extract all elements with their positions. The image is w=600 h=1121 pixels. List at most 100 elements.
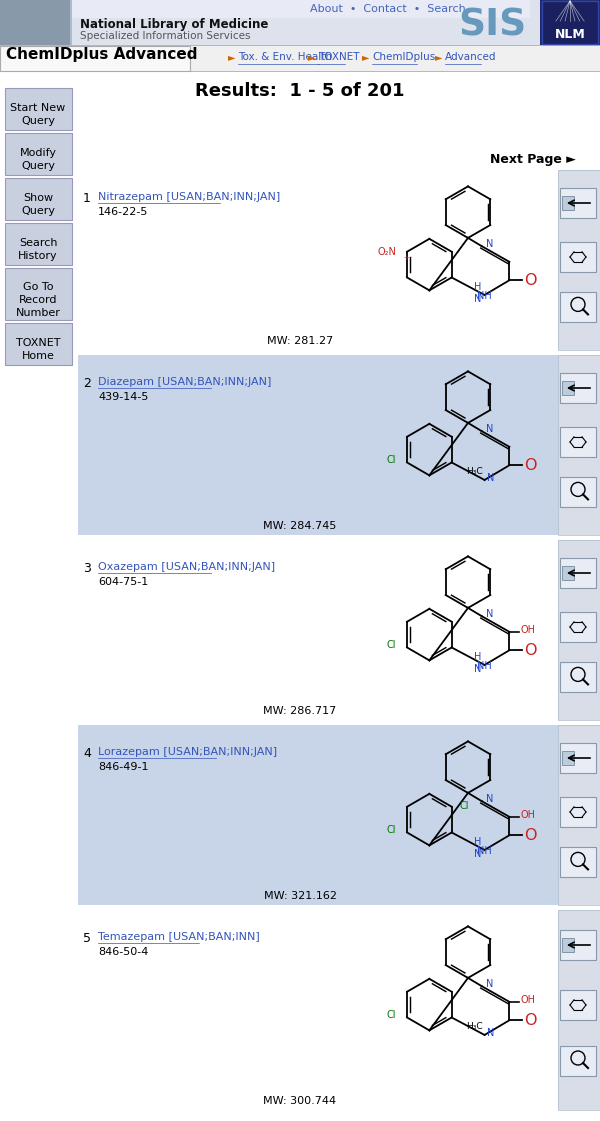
Bar [562, 751, 574, 765]
Bar [5, 89, 72, 130]
Text: Query: Query [21, 115, 55, 126]
Bar [70, 0, 72, 45]
Text: O: O [524, 272, 537, 288]
Text: NH: NH [477, 661, 492, 671]
Bar [562, 566, 574, 580]
Text: 1: 1 [83, 192, 91, 205]
Text: 3: 3 [83, 562, 91, 575]
Bar [558, 170, 600, 350]
Text: ChemIDplus Advanced: ChemIDplus Advanced [6, 47, 197, 62]
Text: Cl: Cl [386, 640, 396, 650]
Text: Temazepam [USAN;BAN;INN]: Temazepam [USAN;BAN;INN] [98, 932, 260, 942]
Bar [562, 381, 574, 395]
Text: Diazepam [USAN;BAN;INN;JAN]: Diazepam [USAN;BAN;INN;JAN] [98, 377, 271, 387]
Bar [558, 910, 600, 1110]
Text: Query: Query [21, 206, 55, 216]
Text: MW: 281.27: MW: 281.27 [267, 336, 333, 346]
Text: Modify: Modify [19, 148, 56, 158]
Bar [78, 170, 558, 350]
Bar [558, 170, 600, 350]
Text: Tox. & Env. Health: Tox. & Env. Health [238, 52, 332, 62]
Text: Cl: Cl [386, 1010, 396, 1020]
Text: Lorazepam [USAN;BAN;INN;JAN]: Lorazepam [USAN;BAN;INN;JAN] [98, 747, 277, 757]
Text: Cl: Cl [459, 800, 469, 810]
Text: Search: Search [19, 238, 57, 248]
Text: MW: 286.717: MW: 286.717 [263, 706, 337, 716]
Text: Oxazepam [USAN;BAN;INN;JAN]: Oxazepam [USAN;BAN;INN;JAN] [98, 562, 275, 572]
Text: TOXNET: TOXNET [318, 52, 359, 62]
Bar [562, 938, 574, 952]
Text: OH: OH [520, 624, 535, 634]
Bar [560, 558, 596, 589]
Bar [560, 612, 596, 642]
Text: MW: 284.745: MW: 284.745 [263, 521, 337, 531]
Text: N: N [486, 794, 493, 804]
Text: ►: ► [308, 52, 316, 62]
Bar [0, 0, 600, 45]
Bar [5, 268, 72, 319]
Bar [560, 1046, 596, 1076]
Bar [5, 178, 72, 220]
Text: NH: NH [477, 291, 492, 300]
Text: Specialized Information Services: Specialized Information Services [80, 31, 251, 41]
Text: N: N [486, 424, 493, 434]
Text: Advanced: Advanced [445, 52, 497, 62]
Text: Next Page ►: Next Page ► [490, 152, 576, 166]
Bar [558, 540, 600, 720]
Text: About  •  Contact  •  Search: About • Contact • Search [310, 4, 466, 13]
Bar [560, 797, 596, 827]
Bar [5, 223, 72, 265]
Text: 439-14-5: 439-14-5 [98, 392, 148, 402]
Text: H₃C: H₃C [466, 467, 482, 476]
Text: ►: ► [435, 52, 443, 62]
Text: MW: 300.744: MW: 300.744 [263, 1096, 337, 1106]
Text: Number: Number [16, 308, 61, 318]
Bar [560, 188, 596, 217]
Text: 4: 4 [83, 747, 91, 760]
Text: Cl: Cl [386, 825, 396, 835]
Text: OH: OH [520, 994, 535, 1004]
Bar [558, 540, 600, 720]
Text: ►: ► [228, 52, 235, 62]
Text: N: N [487, 473, 494, 483]
Bar [0, 0, 70, 45]
Text: N: N [487, 1028, 494, 1038]
Text: 2: 2 [83, 377, 91, 390]
Text: MW: 321.162: MW: 321.162 [263, 891, 337, 901]
Bar [78, 355, 558, 535]
Bar [560, 990, 596, 1020]
Bar [560, 663, 596, 693]
Bar [78, 540, 558, 720]
Text: Home: Home [22, 351, 55, 361]
Text: Go To: Go To [23, 282, 53, 291]
Text: Record: Record [19, 295, 57, 305]
Text: Show: Show [23, 193, 53, 203]
Bar [0, 46, 190, 71]
Text: N: N [486, 980, 493, 989]
Bar [540, 0, 600, 45]
Bar [560, 373, 596, 404]
Text: 146-22-5: 146-22-5 [98, 207, 148, 217]
Bar [558, 355, 600, 535]
Text: N: N [486, 239, 493, 249]
Bar [5, 133, 72, 175]
Text: ►: ► [362, 52, 370, 62]
Bar [70, 0, 530, 18]
Text: 604-75-1: 604-75-1 [98, 577, 148, 587]
Text: O: O [524, 457, 537, 473]
Bar [558, 725, 600, 905]
Bar [78, 725, 558, 905]
Bar [0, 45, 600, 72]
Text: ChemIDplus: ChemIDplus [372, 52, 435, 62]
Bar [562, 196, 574, 210]
Text: O: O [524, 1012, 537, 1028]
Text: TOXNET: TOXNET [16, 339, 60, 348]
Text: H₃C: H₃C [466, 1022, 482, 1031]
Bar [560, 427, 596, 457]
Bar [542, 1, 598, 44]
Bar [78, 910, 558, 1110]
Text: H
N: H N [473, 837, 481, 859]
Bar [560, 242, 596, 272]
Text: History: History [18, 251, 58, 261]
Text: National Library of Medicine: National Library of Medicine [80, 18, 268, 31]
